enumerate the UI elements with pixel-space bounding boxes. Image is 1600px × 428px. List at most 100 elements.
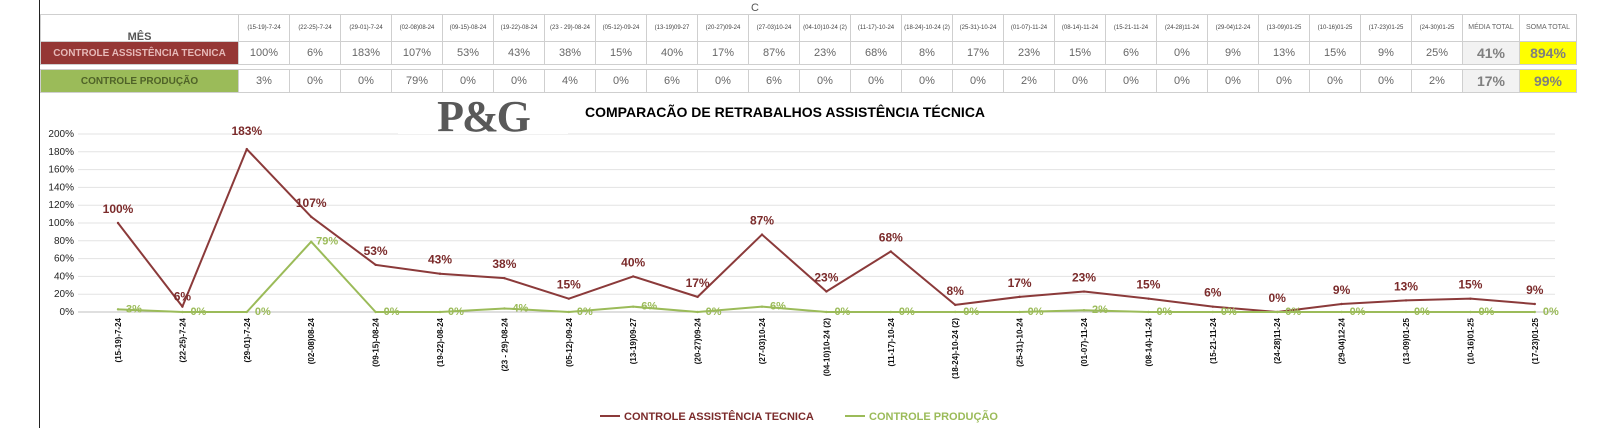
x-tick-label: (19-22)-08-24 xyxy=(436,317,445,366)
table-cell[interactable]: 9% xyxy=(1360,41,1412,65)
y-tick-label: 40% xyxy=(54,271,74,282)
table-cell[interactable]: 23% xyxy=(1003,41,1055,65)
period-header[interactable]: (11-17)-10-24 xyxy=(850,14,902,42)
table-cell[interactable]: 6% xyxy=(748,69,800,93)
table-cell[interactable]: 15% xyxy=(595,41,647,65)
period-header[interactable]: (19-22)-08-24 xyxy=(493,14,545,42)
data-label: 23% xyxy=(814,271,838,285)
period-header[interactable]: (13-09)01-25 xyxy=(1258,14,1310,42)
table-cell[interactable]: 100% xyxy=(238,41,290,65)
table-cell[interactable]: 8% xyxy=(901,41,953,65)
data-point xyxy=(1404,310,1408,314)
table-cell[interactable]: 0% xyxy=(1258,69,1310,93)
table-cell[interactable]: 6% xyxy=(646,69,698,93)
table-cell[interactable]: 0% xyxy=(1360,69,1412,93)
table-cell[interactable]: 0% xyxy=(952,69,1004,93)
table-cell[interactable]: 79% xyxy=(391,69,443,93)
period-header[interactable]: (15-21-11-24 xyxy=(1105,14,1157,42)
table-cell[interactable]: 0% xyxy=(799,69,851,93)
table-cell[interactable]: 13% xyxy=(1258,41,1310,65)
period-header[interactable]: (04-10)10-24 (2) xyxy=(799,14,851,42)
table-cell[interactable]: 183% xyxy=(340,41,392,65)
period-header[interactable]: (24-30)01-25 xyxy=(1411,14,1463,42)
table-cell[interactable]: 2% xyxy=(1411,69,1463,93)
table-cell[interactable]: 0% xyxy=(1156,69,1208,93)
data-label: 0% xyxy=(706,306,722,318)
table-cell[interactable]: 0% xyxy=(1105,69,1157,93)
table-cell[interactable]: 40% xyxy=(646,41,698,65)
period-header[interactable]: (15-19)-7-24 xyxy=(238,14,290,42)
table-cell[interactable]: 0% xyxy=(850,69,902,93)
row-label-assistencia[interactable]: CONTROLE ASSISTÊNCIA TECNICA xyxy=(40,41,239,65)
table-cell[interactable]: 0% xyxy=(595,69,647,93)
table-cell[interactable]: 3% xyxy=(238,69,290,93)
x-tick-label: (24-28)11-24 xyxy=(1273,317,1282,363)
table-cell[interactable]: 53% xyxy=(442,41,494,65)
table-cell[interactable]: 15% xyxy=(1054,41,1106,65)
avg-cell[interactable]: 17% xyxy=(1462,69,1520,93)
table-cell[interactable]: 2% xyxy=(1003,69,1055,93)
period-header[interactable]: (05-12)-09-24 xyxy=(595,14,647,42)
data-label: 0% xyxy=(1269,291,1287,305)
x-tick-label: (15-19)-7-24 xyxy=(114,317,123,362)
table-cell[interactable]: 0% xyxy=(493,69,545,93)
avg-header[interactable]: MÉDIA TOTAL xyxy=(1462,14,1520,42)
table-cell[interactable]: 6% xyxy=(1105,41,1157,65)
table-cell[interactable]: 6% xyxy=(289,41,341,65)
table-cell[interactable]: 17% xyxy=(952,41,1004,65)
period-header[interactable]: (10-16)01-25 xyxy=(1309,14,1361,42)
row-label-producao[interactable]: CONTROLE PRODUÇÃO xyxy=(40,69,239,93)
period-header[interactable]: (20-27)09-24 xyxy=(697,14,749,42)
data-label: 0% xyxy=(384,306,400,318)
period-header[interactable]: (22-25)-7-24 xyxy=(289,14,341,42)
table-cell[interactable]: 68% xyxy=(850,41,902,65)
x-tick-label: (13-09)01-25 xyxy=(1402,317,1411,364)
logo-text: P&G xyxy=(437,98,531,134)
period-header[interactable]: (24-28)11-24 xyxy=(1156,14,1208,42)
sum-header[interactable]: SOMA TOTAL xyxy=(1519,14,1577,42)
table-cell[interactable]: 9% xyxy=(1207,41,1259,65)
data-point xyxy=(181,305,184,308)
data-point xyxy=(1533,310,1537,314)
data-label: 0% xyxy=(1285,306,1301,318)
period-header[interactable]: (18-24)-10-24 (2) xyxy=(901,14,953,42)
table-cell[interactable]: 38% xyxy=(544,41,596,65)
period-header[interactable]: (08-14)-11-24 xyxy=(1054,14,1106,42)
sum-cell[interactable]: 99% xyxy=(1519,69,1577,93)
period-header[interactable]: (02-08)08-24 xyxy=(391,14,443,42)
table-cell[interactable]: 17% xyxy=(697,41,749,65)
period-header[interactable]: (23 - 29)-08-24 xyxy=(544,14,596,42)
table-cell[interactable]: 0% xyxy=(1054,69,1106,93)
table-cell[interactable]: 0% xyxy=(1309,69,1361,93)
period-header[interactable]: (09-15)-08-24 xyxy=(442,14,494,42)
data-table: MÊS (15-19)-7-24 (22-25)-7-24 (29-01)-7-24… xyxy=(40,14,1577,93)
table-cell[interactable]: 0% xyxy=(1156,41,1208,65)
period-header[interactable]: (25-31)-10-24 xyxy=(952,14,1004,42)
data-label: 0% xyxy=(577,306,593,318)
table-cell[interactable]: 4% xyxy=(544,69,596,93)
table-cell[interactable]: 0% xyxy=(289,69,341,93)
table-cell[interactable]: 0% xyxy=(442,69,494,93)
avg-cell[interactable]: 41% xyxy=(1462,41,1520,65)
table-cell[interactable]: 23% xyxy=(799,41,851,65)
period-header[interactable]: (27-03)10-24 xyxy=(748,14,800,42)
month-header[interactable]: MÊS xyxy=(40,14,239,42)
table-cell[interactable]: 0% xyxy=(340,69,392,93)
table-cell[interactable]: 107% xyxy=(391,41,443,65)
period-header[interactable]: (01-07)-11-24 xyxy=(1003,14,1055,42)
period-header[interactable]: (13-19)09-27 xyxy=(646,14,698,42)
table-cell[interactable]: 0% xyxy=(1207,69,1259,93)
y-tick-label: 140% xyxy=(48,182,74,193)
period-header[interactable]: (29-04)12-24 xyxy=(1207,14,1259,42)
table-cell[interactable]: 0% xyxy=(901,69,953,93)
sum-cell[interactable]: 894% xyxy=(1519,41,1577,65)
period-header[interactable]: (29-01)-7-24 xyxy=(340,14,392,42)
data-point xyxy=(632,275,635,278)
table-cell[interactable]: 15% xyxy=(1309,41,1361,65)
data-label: 0% xyxy=(899,306,915,318)
table-cell[interactable]: 87% xyxy=(748,41,800,65)
table-cell[interactable]: 25% xyxy=(1411,41,1463,65)
table-cell[interactable]: 43% xyxy=(493,41,545,65)
table-cell[interactable]: 0% xyxy=(697,69,749,93)
period-header[interactable]: (17-23)01-25 xyxy=(1360,14,1412,42)
